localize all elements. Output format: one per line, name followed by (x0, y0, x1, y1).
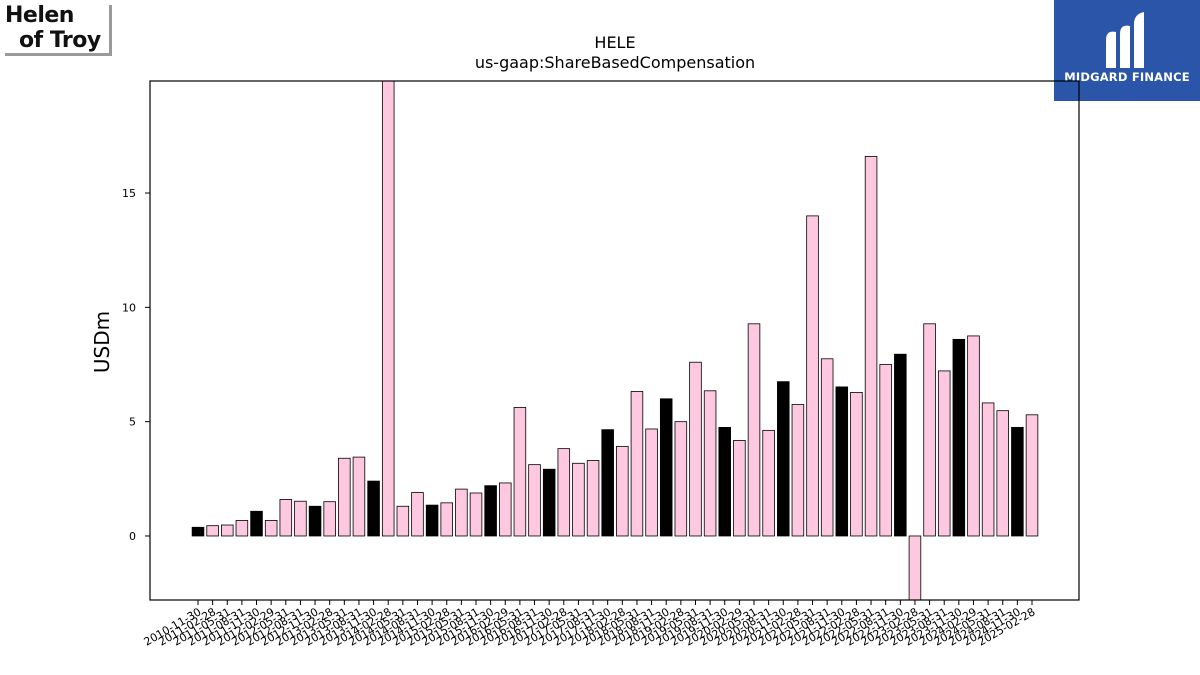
bar (923, 323, 936, 537)
bar (221, 524, 234, 537)
bar (425, 504, 439, 537)
bar (557, 448, 571, 537)
bar (747, 323, 761, 537)
bar (1025, 414, 1039, 537)
bar (806, 215, 819, 537)
bar (791, 404, 805, 537)
midgard-finance-logo: MIDGARD FINANCE (1054, 0, 1200, 101)
chart-subtitle: us-gaap:ShareBasedCompensation (475, 53, 755, 72)
bar (279, 498, 293, 537)
bar (191, 526, 205, 537)
bar (864, 156, 878, 537)
logo-text-line1: Helen (5, 3, 74, 28)
y-tick-label: 10 (122, 301, 136, 314)
bar (513, 407, 527, 537)
bar (630, 391, 644, 537)
bar (674, 421, 688, 537)
bar (367, 480, 380, 537)
bar (601, 429, 614, 537)
bars-group (191, 80, 1039, 601)
y-tick-label: 15 (122, 187, 136, 200)
bar (469, 492, 483, 537)
bar (294, 500, 307, 537)
bar (542, 468, 556, 537)
bar (908, 535, 922, 601)
bar (528, 464, 541, 537)
bar (659, 398, 673, 537)
bar (996, 410, 1009, 537)
bar (396, 505, 410, 537)
y-ticks-group: 0 5 10 15 (122, 187, 150, 543)
bar (718, 426, 731, 537)
midgard-logo-label: MIDGARD FINANCE (1064, 70, 1190, 84)
bar (894, 353, 907, 537)
bar (616, 445, 629, 537)
bar (952, 338, 966, 537)
chart-title: HELE (594, 33, 635, 52)
bar (777, 381, 790, 537)
bar (484, 485, 497, 537)
bar (835, 386, 849, 537)
bar (206, 525, 219, 537)
bar (733, 440, 746, 537)
bar (850, 391, 863, 537)
bar (879, 364, 892, 537)
bar (455, 488, 468, 537)
y-tick-label: 5 (129, 416, 136, 429)
bar (689, 361, 702, 537)
y-tick-label: 0 (129, 530, 136, 543)
bar (937, 370, 951, 537)
bar (703, 390, 717, 537)
midgard-mark-icon (1106, 12, 1144, 68)
bar (235, 520, 249, 537)
bar (250, 510, 263, 537)
bar (338, 457, 351, 537)
bar (1011, 426, 1024, 537)
bar (967, 335, 980, 537)
bar (645, 428, 658, 537)
bar (762, 429, 775, 537)
bar (352, 456, 366, 537)
bar (572, 462, 585, 537)
bar (381, 80, 395, 537)
x-ticks-group: 2010-11-302011-02-282011-05-312011-08-31… (142, 600, 1038, 649)
bar (586, 460, 600, 537)
helen-of-troy-logo: Helen of Troy (5, 5, 112, 56)
bar (264, 520, 278, 537)
bar (308, 505, 322, 537)
logo-text-line2: of Troy (19, 28, 101, 53)
bar (411, 492, 424, 537)
bar (499, 482, 512, 537)
bar (323, 501, 336, 537)
y-axis-label: USDm (90, 311, 114, 373)
plot-frame (149, 80, 1080, 601)
bar (981, 402, 995, 537)
bar (820, 358, 834, 537)
bar (440, 502, 453, 537)
